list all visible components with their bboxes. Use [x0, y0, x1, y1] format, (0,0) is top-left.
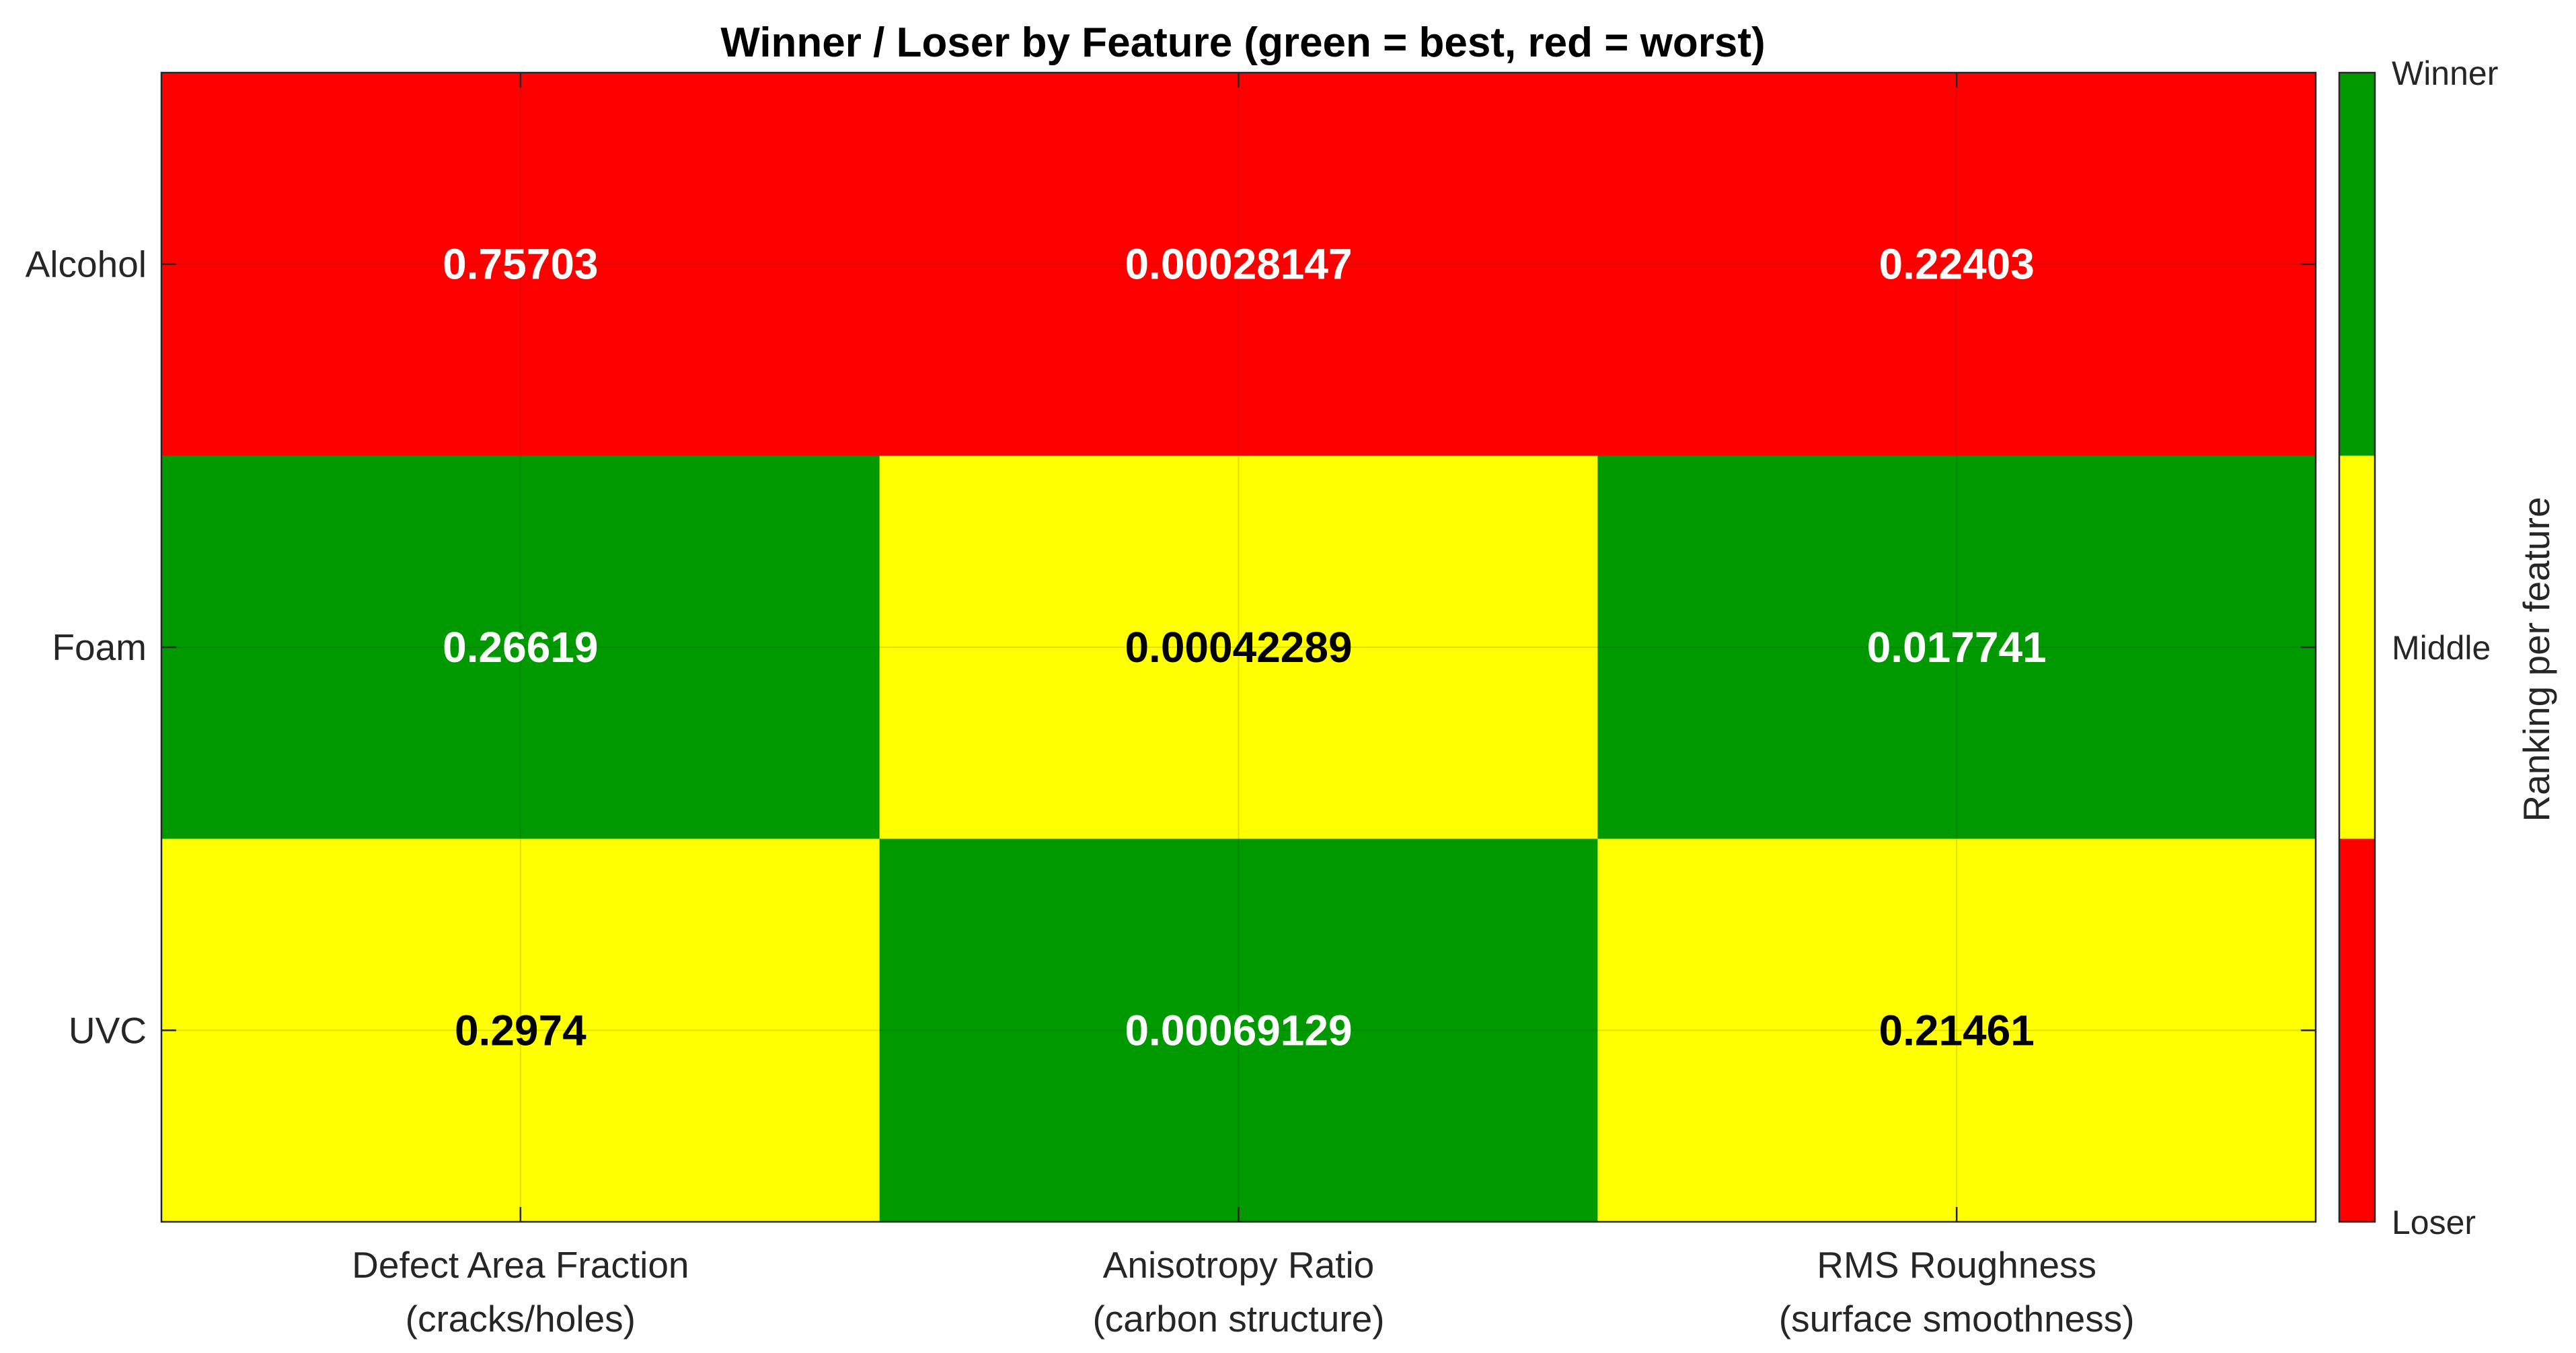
colorbar-tick-label: Middle	[2392, 629, 2491, 667]
colorbar-tick-label: Loser	[2392, 1204, 2476, 1241]
cell-value-label: 0.26619	[443, 623, 598, 671]
heatmap-cell	[161, 455, 880, 840]
x-tick-label: (cracks/holes)	[406, 1298, 636, 1340]
grid-lines	[161, 73, 2316, 1222]
plot-frame	[160, 71, 2317, 1223]
cell-value-label: 0.00028147	[1125, 240, 1352, 289]
heatmap-cell	[879, 73, 1598, 456]
chart-title: Winner / Loser by Feature (green = best,…	[720, 20, 1765, 66]
x-tick-label: Defect Area Fraction	[352, 1244, 689, 1286]
y-axis-ticks: Alcohol Foam UVC	[26, 244, 147, 1052]
cell-value-label: 0.00042289	[1125, 623, 1352, 671]
heatmap-cell	[1597, 455, 2316, 840]
cell-value-label: 0.00069129	[1125, 1006, 1352, 1054]
x-axis-ticks: Defect Area Fraction (cracks/holes) Anisot…	[352, 1244, 2134, 1340]
heatmap-cell	[1597, 838, 2316, 1222]
x-tick-label: (carbon structure)	[1092, 1298, 1384, 1340]
x-tick-label: (surface smoothness)	[1779, 1298, 2135, 1340]
colorbar-segment	[2339, 455, 2375, 840]
cell-value-label: 0.2974	[455, 1006, 586, 1054]
heatmap-cell	[161, 73, 880, 456]
heatmap-cell	[879, 455, 1598, 840]
cell-value-label: 0.017741	[1867, 623, 2047, 671]
colorbar-segment	[2339, 838, 2375, 1222]
cell-value-label: 0.21461	[1879, 1006, 2034, 1054]
y-tick-label: UVC	[69, 1009, 147, 1051]
heatmap-cell	[879, 838, 1598, 1222]
colorbar-tick-label: Winner	[2392, 54, 2498, 92]
heatmap-cell	[1597, 73, 2316, 456]
heatmap-cell	[161, 838, 880, 1222]
y-tick-label: Alcohol	[26, 244, 147, 285]
colorbar-segment	[2339, 73, 2375, 456]
cell-value-label: 0.75703	[443, 240, 598, 289]
cell-value-label: 0.22403	[1879, 240, 2034, 289]
cell-value-labels: 0.75703 0.00028147 0.22403 0.26619 0.0004228…	[443, 240, 2046, 1055]
heatmap-cells	[161, 73, 2316, 1222]
y-tick-label: Foam	[52, 626, 147, 668]
colorbar-border	[2338, 71, 2376, 1223]
x-tick-label: Anisotropy Ratio	[1103, 1244, 1375, 1286]
colorbar: Winner Middle Loser	[2338, 54, 2498, 1241]
x-tick-label: RMS Roughness	[1817, 1244, 2096, 1286]
colorbar-axis-label: Ranking per feature	[2515, 497, 2557, 821]
